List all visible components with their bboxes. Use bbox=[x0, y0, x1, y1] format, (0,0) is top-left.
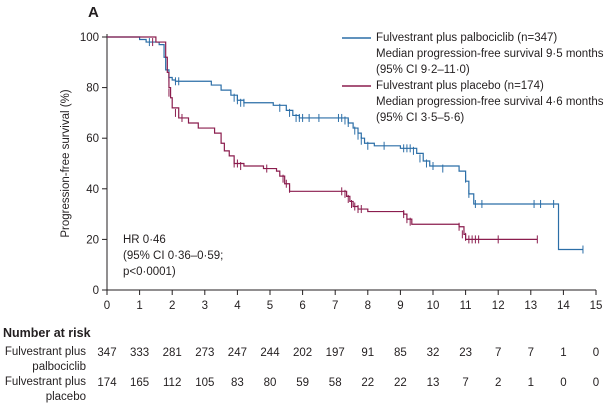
x-tick-label-8: 8 bbox=[365, 300, 371, 312]
legend-entry-1-line-1: Median progression-free survival 4·6 mon… bbox=[376, 96, 604, 108]
risk-row-1-value-3: 105 bbox=[195, 377, 214, 389]
risk-row-0-value-12: 7 bbox=[495, 347, 501, 359]
risk-row-0-value-3: 273 bbox=[195, 347, 214, 359]
risk-row-0-value-10: 32 bbox=[427, 347, 440, 359]
x-tick-label-15: 15 bbox=[590, 300, 603, 312]
x-tick-label-3: 3 bbox=[202, 300, 208, 312]
risk-row-0-value-9: 85 bbox=[394, 347, 407, 359]
legend-entry-0-line-1: Median progression-free survival 9·5 mon… bbox=[376, 48, 604, 60]
x-tick-label-0: 0 bbox=[104, 300, 110, 312]
panel-label: A bbox=[88, 4, 99, 21]
risk-row-0-value-1: 333 bbox=[130, 347, 149, 359]
risk-row-0-value-15: 0 bbox=[593, 347, 599, 359]
legend-entry-1-line-0: Fulvestrant plus placebo (n=174) bbox=[376, 80, 544, 92]
risk-row-1-value-14: 0 bbox=[560, 377, 566, 389]
x-tick-label-1: 1 bbox=[136, 300, 142, 312]
risk-row-0-value-8: 91 bbox=[361, 347, 374, 359]
y-tick-label-60: 60 bbox=[86, 133, 99, 145]
x-tick-label-10: 10 bbox=[427, 300, 440, 312]
risk-row-0-value-13: 7 bbox=[528, 347, 534, 359]
risk-row-0-value-0: 347 bbox=[97, 347, 116, 359]
risk-row-1-label-0: Fulvestrant plus bbox=[4, 376, 86, 388]
hr-annotation-line-0: HR 0·46 bbox=[123, 234, 166, 246]
x-tick-label-5: 5 bbox=[267, 300, 273, 312]
hr-annotation-line-2: p<0·0001) bbox=[123, 266, 176, 278]
risk-row-1-value-8: 22 bbox=[361, 377, 374, 389]
series-1-curve bbox=[107, 36, 538, 240]
risk-row-1-value-9: 22 bbox=[394, 377, 407, 389]
risk-row-0-label-0: Fulvestrant plus bbox=[4, 346, 86, 358]
x-tick-label-6: 6 bbox=[299, 300, 305, 312]
x-tick-label-2: 2 bbox=[169, 300, 175, 312]
risk-row-1-label-1: placebo bbox=[45, 391, 86, 403]
risk-row-0-label-1: palbociclib bbox=[32, 361, 86, 373]
risk-row-0-value-11: 23 bbox=[459, 347, 472, 359]
risk-row-1-value-5: 80 bbox=[264, 377, 277, 389]
legend-entry-0-line-2: (95% CI 9·2–11·0) bbox=[376, 64, 470, 76]
y-tick-label-20: 20 bbox=[86, 234, 99, 246]
risk-row-0-value-2: 281 bbox=[163, 347, 182, 359]
risk-row-1-value-15: 0 bbox=[593, 377, 599, 389]
risk-row-0-value-4: 247 bbox=[228, 347, 247, 359]
x-tick-label-11: 11 bbox=[460, 300, 472, 312]
risk-row-1-value-6: 59 bbox=[296, 377, 309, 389]
x-tick-label-14: 14 bbox=[557, 300, 570, 312]
risk-row-1-value-13: 1 bbox=[528, 377, 534, 389]
hr-annotation-line-1: (95% CI 0·36–0·59; bbox=[123, 250, 224, 262]
risk-row-1-value-7: 58 bbox=[329, 377, 342, 389]
x-tick-label-9: 9 bbox=[397, 300, 403, 312]
y-tick-label-100: 100 bbox=[80, 32, 99, 44]
risk-row-1-value-0: 174 bbox=[97, 377, 117, 389]
x-tick-label-7: 7 bbox=[332, 300, 338, 312]
y-tick-label-0: 0 bbox=[93, 285, 99, 297]
risk-row-1-value-2: 112 bbox=[163, 377, 181, 389]
y-tick-label-40: 40 bbox=[86, 184, 99, 196]
x-tick-label-12: 12 bbox=[492, 300, 505, 312]
risk-row-0-value-7: 197 bbox=[326, 347, 345, 359]
risk-row-1-value-12: 2 bbox=[495, 377, 501, 389]
risk-row-0-value-6: 202 bbox=[293, 347, 312, 359]
number-at-risk-title: Number at risk bbox=[3, 326, 91, 340]
risk-row-1-value-10: 13 bbox=[427, 377, 440, 389]
risk-row-1-value-1: 165 bbox=[130, 377, 149, 389]
risk-row-1-value-11: 7 bbox=[462, 377, 468, 389]
series-0-curve bbox=[107, 36, 583, 251]
legend-entry-1-line-2: (95% CI 3·5–5·6) bbox=[376, 112, 465, 124]
x-tick-label-4: 4 bbox=[234, 300, 241, 312]
x-tick-label-13: 13 bbox=[524, 300, 537, 312]
legend-entry-0-line-0: Fulvestrant plus palbociclib (n=347) bbox=[376, 32, 558, 44]
y-axis-title: Progression-free survival (%) bbox=[60, 89, 72, 237]
risk-row-1-value-4: 83 bbox=[231, 377, 244, 389]
risk-row-0-value-14: 1 bbox=[560, 347, 566, 359]
risk-row-0-value-5: 244 bbox=[260, 347, 280, 359]
y-tick-label-80: 80 bbox=[86, 83, 99, 95]
